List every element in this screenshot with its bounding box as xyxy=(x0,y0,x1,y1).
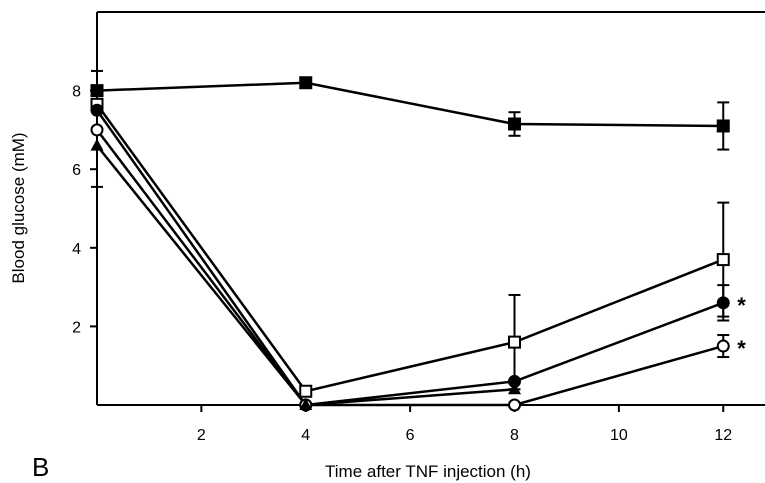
x-axis-label: Time after TNF injection (h) xyxy=(325,462,531,481)
axis-ticks: 2 4 6 8 10 12 2 4 6 8 xyxy=(72,84,732,444)
series-group xyxy=(91,69,730,407)
marker-group: ** xyxy=(90,76,746,412)
panel-label: B xyxy=(32,452,49,482)
series-line xyxy=(96,81,724,128)
significance-asterisk: * xyxy=(737,293,746,318)
y-tick-label: 6 xyxy=(72,162,81,179)
x-tick-label: 8 xyxy=(510,427,519,444)
open-square-marker xyxy=(716,253,730,267)
series-line xyxy=(95,109,724,407)
filled-square-marker xyxy=(508,117,521,131)
open-square-marker xyxy=(508,335,521,349)
filled-triangle-marker xyxy=(299,398,313,410)
open-circle-marker xyxy=(716,339,730,353)
series-line xyxy=(95,103,724,393)
x-tick-label: 10 xyxy=(610,427,628,444)
y-axis-label: Blood glucose (mM) xyxy=(9,132,28,283)
filled-triangle-marker xyxy=(90,138,104,151)
significance-asterisk: * xyxy=(737,336,746,361)
x-tick-label: 12 xyxy=(714,427,732,444)
filled-circle-marker xyxy=(90,103,104,117)
y-tick-label: 8 xyxy=(72,84,81,101)
filled-square-marker xyxy=(90,84,104,98)
filled-circle-marker xyxy=(508,374,521,388)
filled-triangle-marker xyxy=(508,382,521,395)
open-circle-marker xyxy=(508,398,521,412)
filled-square-marker xyxy=(299,76,313,90)
series-line xyxy=(96,144,515,407)
open-square-marker xyxy=(299,384,313,398)
open-circle-marker xyxy=(90,123,104,137)
filled-square-marker xyxy=(716,119,730,133)
x-tick-label: 4 xyxy=(301,427,310,444)
y-tick-label: 2 xyxy=(72,319,81,336)
label-group: Blood glucose (mM) Time after TNF inject… xyxy=(9,132,531,482)
x-tick-label: 2 xyxy=(197,427,206,444)
y-tick-label: 4 xyxy=(72,241,81,258)
x-tick-label: 6 xyxy=(406,427,415,444)
series-line xyxy=(96,129,724,407)
plot-frame xyxy=(96,11,765,406)
filled-circle-marker xyxy=(716,296,730,310)
